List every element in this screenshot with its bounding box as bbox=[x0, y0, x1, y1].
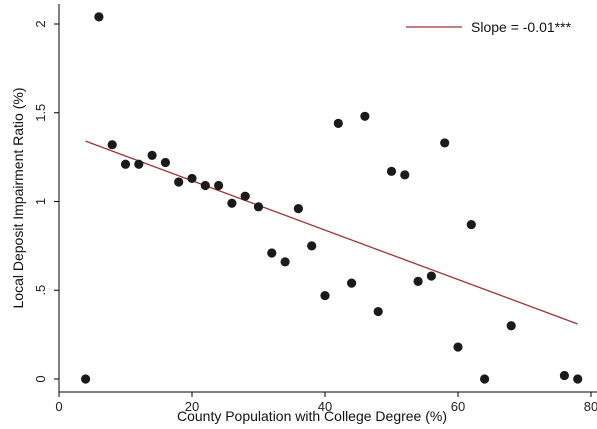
data-point bbox=[227, 198, 237, 208]
data-point bbox=[107, 140, 117, 150]
legend-label: Slope = -0.01*** bbox=[471, 19, 572, 35]
data-point bbox=[506, 321, 516, 331]
data-point bbox=[267, 248, 277, 258]
data-point bbox=[160, 157, 170, 168]
data-points bbox=[81, 12, 583, 384]
data-point bbox=[400, 170, 410, 180]
data-point bbox=[200, 180, 210, 191]
x-tick-label: 40 bbox=[318, 399, 332, 414]
data-point bbox=[134, 159, 144, 169]
y-tick-label: .5 bbox=[33, 285, 48, 296]
x-tick-label: 60 bbox=[451, 399, 465, 414]
data-point bbox=[413, 276, 423, 286]
data-point bbox=[280, 257, 290, 267]
plot-frame bbox=[58, 4, 597, 393]
data-point bbox=[320, 290, 330, 301]
data-point bbox=[426, 271, 436, 281]
x-axis-ticks: 0 20 40 60 80 bbox=[55, 392, 597, 414]
y-axis-title: Local Deposit Impairment Ratio (%) bbox=[10, 88, 26, 309]
data-point bbox=[214, 180, 224, 191]
data-point bbox=[307, 241, 317, 251]
data-point bbox=[373, 306, 383, 317]
data-point bbox=[120, 159, 131, 169]
x-tick-label: 20 bbox=[185, 399, 199, 414]
data-point bbox=[559, 370, 570, 381]
data-point bbox=[81, 374, 91, 384]
data-point bbox=[466, 219, 476, 230]
legend: Slope = -0.01*** bbox=[406, 19, 572, 35]
x-tick-label: 0 bbox=[55, 399, 62, 414]
data-point bbox=[94, 12, 104, 22]
y-tick-label: 0 bbox=[33, 375, 48, 382]
data-point bbox=[440, 138, 450, 148]
data-point bbox=[187, 173, 197, 184]
x-axis-title: County Population with College Degree (%… bbox=[177, 408, 447, 424]
y-tick-label: 1.5 bbox=[33, 104, 48, 122]
data-point bbox=[333, 118, 343, 128]
y-tick-label: 2 bbox=[33, 20, 48, 27]
data-point bbox=[386, 166, 397, 176]
data-point bbox=[360, 111, 370, 121]
data-point bbox=[453, 342, 463, 352]
data-point bbox=[347, 278, 357, 288]
data-point bbox=[147, 150, 157, 160]
y-tick-label: 1 bbox=[33, 198, 48, 205]
data-point bbox=[480, 374, 490, 384]
x-tick-label: 80 bbox=[584, 399, 597, 414]
data-point bbox=[573, 374, 583, 384]
data-point bbox=[253, 202, 264, 212]
data-point bbox=[240, 191, 250, 201]
fit-line bbox=[85, 140, 578, 325]
data-point bbox=[293, 204, 303, 214]
fit-line-layer bbox=[85, 140, 578, 325]
data-point bbox=[174, 177, 184, 187]
y-axis-ticks: 0 .5 1 1.5 2 bbox=[33, 20, 59, 383]
